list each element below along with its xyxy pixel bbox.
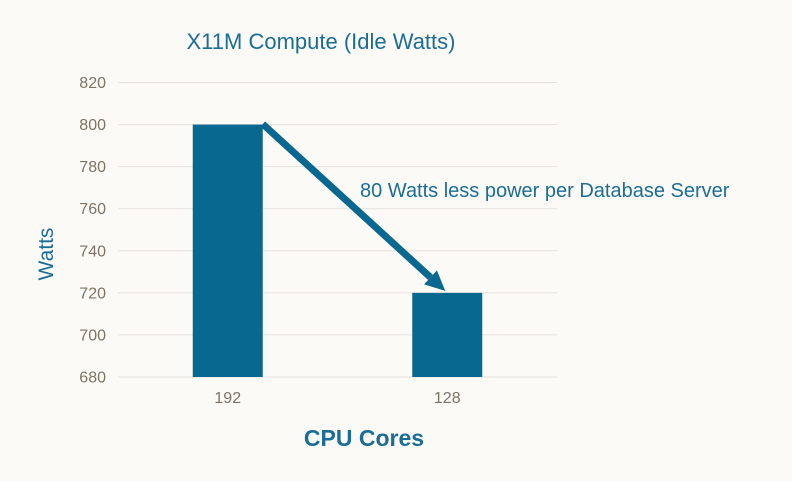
annotation-text: 80 Watts less power per Database Server [360,180,730,202]
x-tick-label: 128 [434,390,461,407]
bar-128 [412,292,483,377]
y-tick-label: 720 [79,285,106,302]
x-tick-label: 192 [214,390,241,407]
y-tick-label: 760 [79,201,106,218]
x-axis-title: CPU Cores [303,425,425,451]
y-tick-label: 700 [79,327,106,344]
chart-title: X11M Compute (Idle Watts) [186,29,456,54]
y-tick-label: 780 [79,159,106,176]
y-tick-label: 820 [79,75,106,92]
y-tick-label: 680 [79,370,106,387]
y-tick-label: 800 [79,117,106,134]
annotation-arrow [260,121,446,291]
bar-192 [192,124,263,377]
y-tick-label: 740 [79,243,106,260]
